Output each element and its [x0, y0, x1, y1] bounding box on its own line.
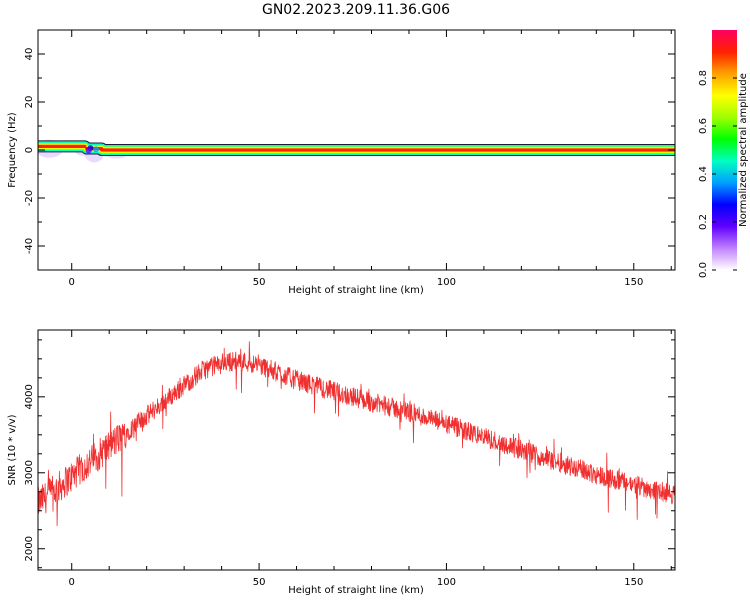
snr-x-tick-label: 50 — [253, 577, 266, 588]
spectrogram-x-tick-label: 0 — [69, 277, 75, 288]
spectrogram-marks — [38, 139, 675, 163]
colorbar-tick-label: 0.6 — [698, 118, 709, 134]
snr-plot-area — [38, 341, 675, 527]
spectrogram-spot — [93, 146, 100, 153]
spectrogram-y-axis-label: Frequency (Hz) — [7, 112, 18, 188]
spectrogram-x-axis-label: Height of straight line (km) — [288, 285, 424, 296]
snr-series-line — [38, 341, 675, 527]
spectrogram-axes-ticks: 0 50 100 150 40 20 0 -20 -40 — [24, 29, 675, 288]
snr-frame — [37, 329, 676, 571]
spectrogram-x-tick-label: 100 — [437, 277, 456, 288]
spectrogram-x-tick-label: 50 — [253, 277, 266, 288]
spectrogram-x-tick-label: 150 — [624, 277, 643, 288]
colorbar-tick-label: 0.4 — [698, 166, 709, 182]
snr-x-tick-label: 150 — [624, 577, 643, 588]
figure-title: GN02.2023.209.11.36.G06 — [262, 2, 450, 18]
spectrogram-spot — [85, 147, 92, 154]
snr-x-axis-label: Height of straight line (km) — [288, 585, 424, 596]
spectrogram-y-tick-label: -40 — [24, 238, 35, 254]
snr-y-tick-label: 3000 — [24, 460, 35, 485]
spectrogram-y-tick-label: 0 — [24, 147, 35, 153]
spectrogram-panel: 0 50 100 150 40 20 0 -20 -40 Height of straight … — [7, 29, 676, 296]
colorbar-bar — [712, 30, 737, 270]
snr-panel: 0 50 100 150 2000 3000 4000 Height of straight… — [7, 329, 676, 596]
colorbar: 0.0 0.2 0.4 0.6 0.8 Normalized spectral ampl… — [698, 30, 749, 278]
colorbar-tick-label: 0.0 — [698, 262, 709, 278]
colorbar-tick-label: 0.2 — [698, 214, 709, 230]
snr-y-tick-label: 4000 — [24, 384, 35, 409]
snr-x-tick-label: 0 — [69, 577, 75, 588]
spectrogram-y-tick-label: 40 — [24, 48, 35, 61]
colorbar-label: Normalized spectral amplitude — [738, 73, 749, 227]
spectrogram-y-tick-label: 20 — [24, 96, 35, 109]
colorbar-tick-label: 0.8 — [698, 70, 709, 86]
snr-y-tick-label: 2000 — [24, 536, 35, 561]
colorbar-ticks: 0.0 0.2 0.4 0.6 0.8 — [698, 70, 737, 278]
spectrogram-plot-area — [38, 139, 675, 163]
snr-axes-ticks: 0 50 100 150 2000 3000 4000 — [24, 330, 675, 588]
spectrogram-y-tick-label: -20 — [24, 190, 35, 206]
snr-y-axis-label: SNR (10 * v/v) — [7, 414, 18, 485]
snr-x-tick-label: 100 — [437, 577, 456, 588]
